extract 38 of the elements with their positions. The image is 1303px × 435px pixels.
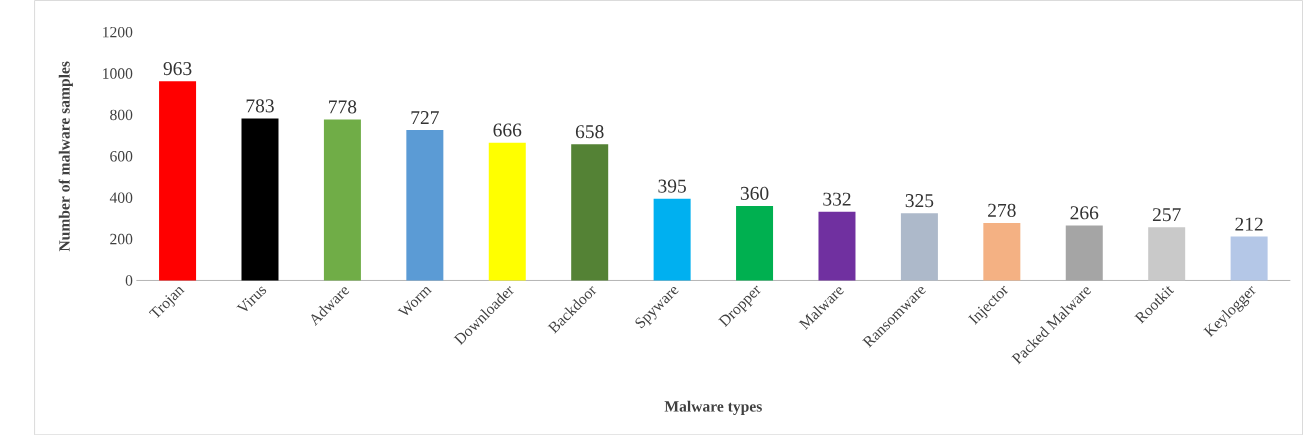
data-label: 278 xyxy=(988,203,1016,217)
bar xyxy=(1230,236,1268,281)
bar xyxy=(406,129,444,281)
bar xyxy=(488,142,526,281)
bar xyxy=(1148,227,1186,281)
data-label: 778 xyxy=(329,100,357,114)
data-label: 395 xyxy=(658,179,686,193)
data-label: 727 xyxy=(411,110,439,124)
y-tick-label: 1000 xyxy=(103,68,133,79)
data-label: 360 xyxy=(740,186,769,200)
data-label: 257 xyxy=(1152,208,1181,222)
y-tick-label: 1200 xyxy=(103,26,133,38)
data-label: 212 xyxy=(1235,217,1263,231)
data-label: 325 xyxy=(905,193,934,208)
bar xyxy=(323,119,361,281)
y-tick-label: 600 xyxy=(110,150,133,162)
bar xyxy=(736,205,774,281)
bar xyxy=(241,118,279,281)
bar xyxy=(818,211,856,281)
data-label: 666 xyxy=(493,123,522,137)
data-label: 783 xyxy=(246,99,274,113)
y-axis-title: Number of malware samples xyxy=(58,61,73,252)
data-label: 266 xyxy=(1070,206,1099,220)
bar xyxy=(1065,225,1103,281)
y-tick-label: 800 xyxy=(110,109,133,121)
bar xyxy=(983,222,1021,281)
data-label: 332 xyxy=(823,192,851,206)
y-tick-label: 400 xyxy=(109,192,133,203)
x-tick-label: Virus xyxy=(236,286,267,311)
x-axis-title: Malware types xyxy=(664,400,762,415)
data-label: 658 xyxy=(575,124,604,139)
bar xyxy=(653,198,691,281)
bar xyxy=(159,81,197,281)
data-label: 963 xyxy=(163,61,192,75)
bar xyxy=(900,213,938,281)
y-tick-label: 0 xyxy=(125,275,133,286)
y-tick-label: 200 xyxy=(110,233,133,245)
bar xyxy=(571,144,609,281)
